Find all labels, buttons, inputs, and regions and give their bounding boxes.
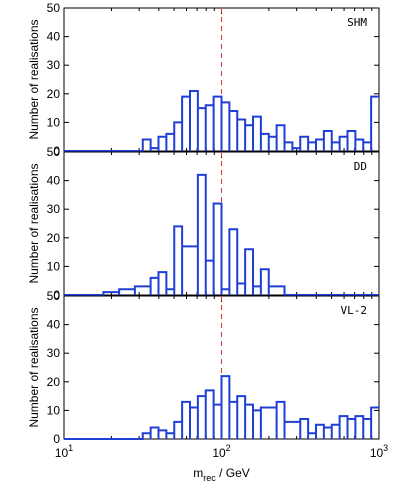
y-axis-title: Number of realisations	[27, 163, 41, 283]
y-tick-label: 50	[47, 1, 61, 15]
histogram-outline	[64, 173, 379, 296]
y-tick-label: 30	[47, 202, 61, 216]
x-tick-label: 102	[212, 443, 230, 460]
y-tick-label: 50	[47, 289, 61, 303]
x-tick-label-exponent: 2	[226, 443, 231, 453]
y-tick-label: 20	[47, 87, 61, 101]
histogram-outline	[64, 89, 379, 152]
x-tick-label-base: 10	[55, 446, 69, 460]
x-tick-label-exponent: 1	[68, 443, 73, 453]
y-axis-title: Number of realisations	[27, 19, 41, 139]
x-tick-label-base: 10	[370, 446, 384, 460]
x-tick-label: 103	[370, 443, 388, 460]
y-tick-label: 40	[47, 318, 61, 332]
x-axis-title-sub: rec	[203, 473, 216, 483]
x-axis-title: mrec / GeV	[193, 466, 250, 483]
y-tick-label: 20	[47, 231, 61, 245]
y-tick-label: 40	[47, 30, 61, 44]
y-tick-label: 0	[53, 288, 60, 302]
y-axis-title: Number of realisations	[27, 307, 41, 427]
x-axis-title-main: m	[193, 466, 203, 480]
y-tick-label: 10	[47, 403, 61, 417]
x-tick-label-exponent: 3	[383, 443, 388, 453]
y-tick-label: 10	[47, 115, 61, 129]
y-tick-label: 30	[47, 346, 61, 360]
y-tick-label: 40	[47, 174, 61, 188]
histogram-outline	[64, 375, 379, 440]
y-tick-label: 0	[53, 432, 60, 446]
y-tick-label: 30	[47, 58, 61, 72]
y-tick-label: 0	[53, 144, 60, 158]
y-tick-label: 10	[47, 259, 61, 273]
x-axis-title-unit: / GeV	[216, 466, 250, 480]
x-tick-label-base: 10	[212, 446, 226, 460]
x-tick-label: 101	[55, 443, 73, 460]
panel-label: DD	[354, 160, 367, 173]
panel-label: SHM	[347, 16, 367, 29]
y-tick-label: 50	[47, 145, 61, 159]
y-tick-label: 20	[47, 375, 61, 389]
panel-label: VL-2	[341, 304, 368, 317]
